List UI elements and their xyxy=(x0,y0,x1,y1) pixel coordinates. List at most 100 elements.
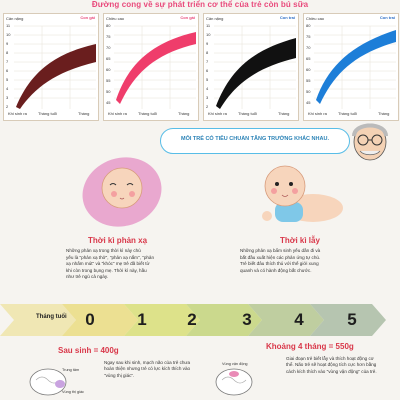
growth-chart-boy-weight: Cân nặng Con trai 11 10 9 8 7 6 5 4 3 2 … xyxy=(203,13,299,121)
timeline-label: Tháng tuổi xyxy=(36,314,67,320)
y-tick: 75 xyxy=(106,34,111,39)
month-number: 2 xyxy=(187,310,197,329)
growth-curve xyxy=(116,32,196,104)
chart-corner-label: Chiều cao xyxy=(106,16,125,21)
y-tick: 10 xyxy=(6,32,11,37)
text-line: "vùng thị giác". xyxy=(104,372,135,378)
text-line: Những phản xạ trong thời kì này chủ xyxy=(66,248,141,253)
y-tick: 45 xyxy=(106,100,111,105)
text-line: khi còn trong bụng mẹ. Thời kì này, hầu xyxy=(66,267,147,273)
text-line: xạ nhấm mút" và "khóc" mẹ trẻ đã biết từ xyxy=(66,261,150,267)
y-tick: 4 xyxy=(6,86,9,91)
x-tick: Tháng xyxy=(178,111,190,116)
y-tick: 65 xyxy=(106,56,111,61)
chart-grid xyxy=(214,25,296,109)
text-line: yếu là "phản xạ thở", "phản xạ nắm", "ph… xyxy=(66,254,155,260)
y-tick: 4 xyxy=(206,86,209,91)
birth-brain-weight: Sau sinh = 400g xyxy=(58,346,119,355)
x-tick: Tháng xyxy=(278,111,290,116)
x-tick: Tháng tuổi xyxy=(238,111,257,116)
y-tick: 9 xyxy=(6,41,9,46)
crawling-baby-icon xyxy=(262,165,343,222)
chart-tag: Con gái xyxy=(180,15,195,20)
brain-icon xyxy=(215,368,253,396)
four-month-brain-text: Giai đoạn trẻ biết lẫy và thích hoạt độn… xyxy=(286,356,377,375)
newborn-brain-text: Ngay sau khi sinh, mạch não của trẻ chưa… xyxy=(104,360,190,379)
month-timeline: Tháng tuổi 0 1 2 3 4 5 xyxy=(0,300,400,340)
text-line: cách kích thích vào "vùng vận động" của … xyxy=(286,368,377,374)
growth-curve xyxy=(316,30,396,104)
y-tick: 3 xyxy=(206,95,209,100)
y-tick: 8 xyxy=(6,50,9,55)
x-tick: Tháng xyxy=(78,111,90,116)
text-line: như trẻ ngủ cả ngày. xyxy=(66,274,109,280)
y-tick: 55 xyxy=(106,78,111,83)
chart-tag: Con trai xyxy=(379,15,395,20)
speech-text: MỖI TRẺ CÓ TIÊU CHUẨN TĂNG TRƯỞNG KHÁC N… xyxy=(181,136,329,142)
y-tick: 70 xyxy=(306,45,311,50)
text-line: hoàn thiện nhưng trẻ có lực kích thích v… xyxy=(104,366,191,372)
crawl-period-text: Những phản xạ bẩm sinh yếu dần đi và bắt… xyxy=(240,248,320,274)
chart-grid xyxy=(314,25,396,109)
growth-chart-boy-height: Chiều cao Con trai 80 75 70 65 60 55 50 … xyxy=(303,13,399,121)
month-number: 1 xyxy=(137,310,147,329)
y-tick: 55 xyxy=(306,78,311,83)
timeline-arrows xyxy=(0,304,386,336)
y-tick: 65 xyxy=(306,56,311,61)
growth-curve xyxy=(16,44,96,109)
y-tick: 70 xyxy=(106,45,111,50)
brain-label: Vùng thị giác xyxy=(62,390,84,394)
y-tick: 2 xyxy=(206,104,209,109)
text-line: bắt đầu xuất hiện các phản ứng tự chủ. xyxy=(240,254,321,260)
x-tick: Khi sinh ra xyxy=(208,111,227,116)
y-tick: 7 xyxy=(6,59,9,64)
y-tick: 8 xyxy=(206,50,209,55)
y-tick: 3 xyxy=(6,95,9,100)
growth-chart-girl-weight: Cân nặng Con gái 11 10 9 8 7 6 5 4 3 2 K… xyxy=(3,13,99,121)
chart-grid xyxy=(14,25,96,109)
chart-grid xyxy=(114,25,196,109)
crawl-period-heading: Thời kì lẫy xyxy=(280,236,320,245)
x-tick: Tháng tuổi xyxy=(338,111,357,116)
y-tick: 2 xyxy=(6,104,9,109)
y-tick: 60 xyxy=(306,67,311,72)
y-tick: 9 xyxy=(206,41,209,46)
y-tick: 80 xyxy=(106,23,111,28)
grandpa-doctor-icon xyxy=(352,123,388,161)
x-tick: Tháng tuổi xyxy=(38,111,57,116)
y-tick: 50 xyxy=(106,89,111,94)
y-tick: 60 xyxy=(106,67,111,72)
swaddled-baby-icon xyxy=(82,157,162,227)
y-tick: 11 xyxy=(206,23,211,28)
page-title: Đường cong về sự phát triển cơ thể của t… xyxy=(91,0,309,9)
text-line: Giai đoạn trẻ biết lẫy và thích hoạt độn… xyxy=(286,356,374,361)
month-number: 5 xyxy=(347,310,357,329)
reflex-period-text: Những phản xạ trong thời kì này chủ yếu … xyxy=(66,248,154,281)
month-number: 0 xyxy=(85,310,95,329)
y-tick: 75 xyxy=(306,34,311,39)
text-line: Những phản xạ bẩm sinh yếu dần đi và xyxy=(240,248,321,253)
y-tick: 7 xyxy=(206,59,209,64)
y-tick: 6 xyxy=(206,68,209,73)
text-line: quanh và có hành động bắt chước. xyxy=(240,267,312,273)
y-tick: 6 xyxy=(6,68,9,73)
chart-corner-label: Cân nặng xyxy=(206,16,224,21)
y-tick: 10 xyxy=(206,32,211,37)
brain-label: Vùng vận động xyxy=(222,362,248,366)
month-number: 4 xyxy=(294,310,304,329)
growth-chart-girl-height: Chiều cao Con gái 80 75 70 65 60 55 50 4… xyxy=(103,13,199,121)
reflex-period-heading: Thời kì phản xạ xyxy=(88,236,148,245)
chart-corner-label: Cân nặng xyxy=(6,16,24,21)
speech-bubble: MỖI TRẺ CÓ TIÊU CHUẨN TĂNG TRƯỞNG KHÁC N… xyxy=(160,128,350,154)
x-tick: Khi sinh ra xyxy=(308,111,327,116)
text-line: thể. Não trẻ sẽ hoạt động tích cực hơn b… xyxy=(286,362,377,368)
chart-corner-label: Chiều cao xyxy=(306,16,325,21)
text-line: Trẻ biết đâu thích thú với thế giới xung xyxy=(240,261,319,267)
y-tick: 5 xyxy=(6,77,9,82)
x-tick: Khi sinh ra xyxy=(8,111,27,116)
y-tick: 45 xyxy=(306,100,311,105)
x-tick: Khi sinh ra xyxy=(108,111,127,116)
y-tick: 5 xyxy=(206,77,209,82)
brain-label: Trung tâm xyxy=(62,368,80,372)
chart-tag: Con gái xyxy=(80,15,95,20)
